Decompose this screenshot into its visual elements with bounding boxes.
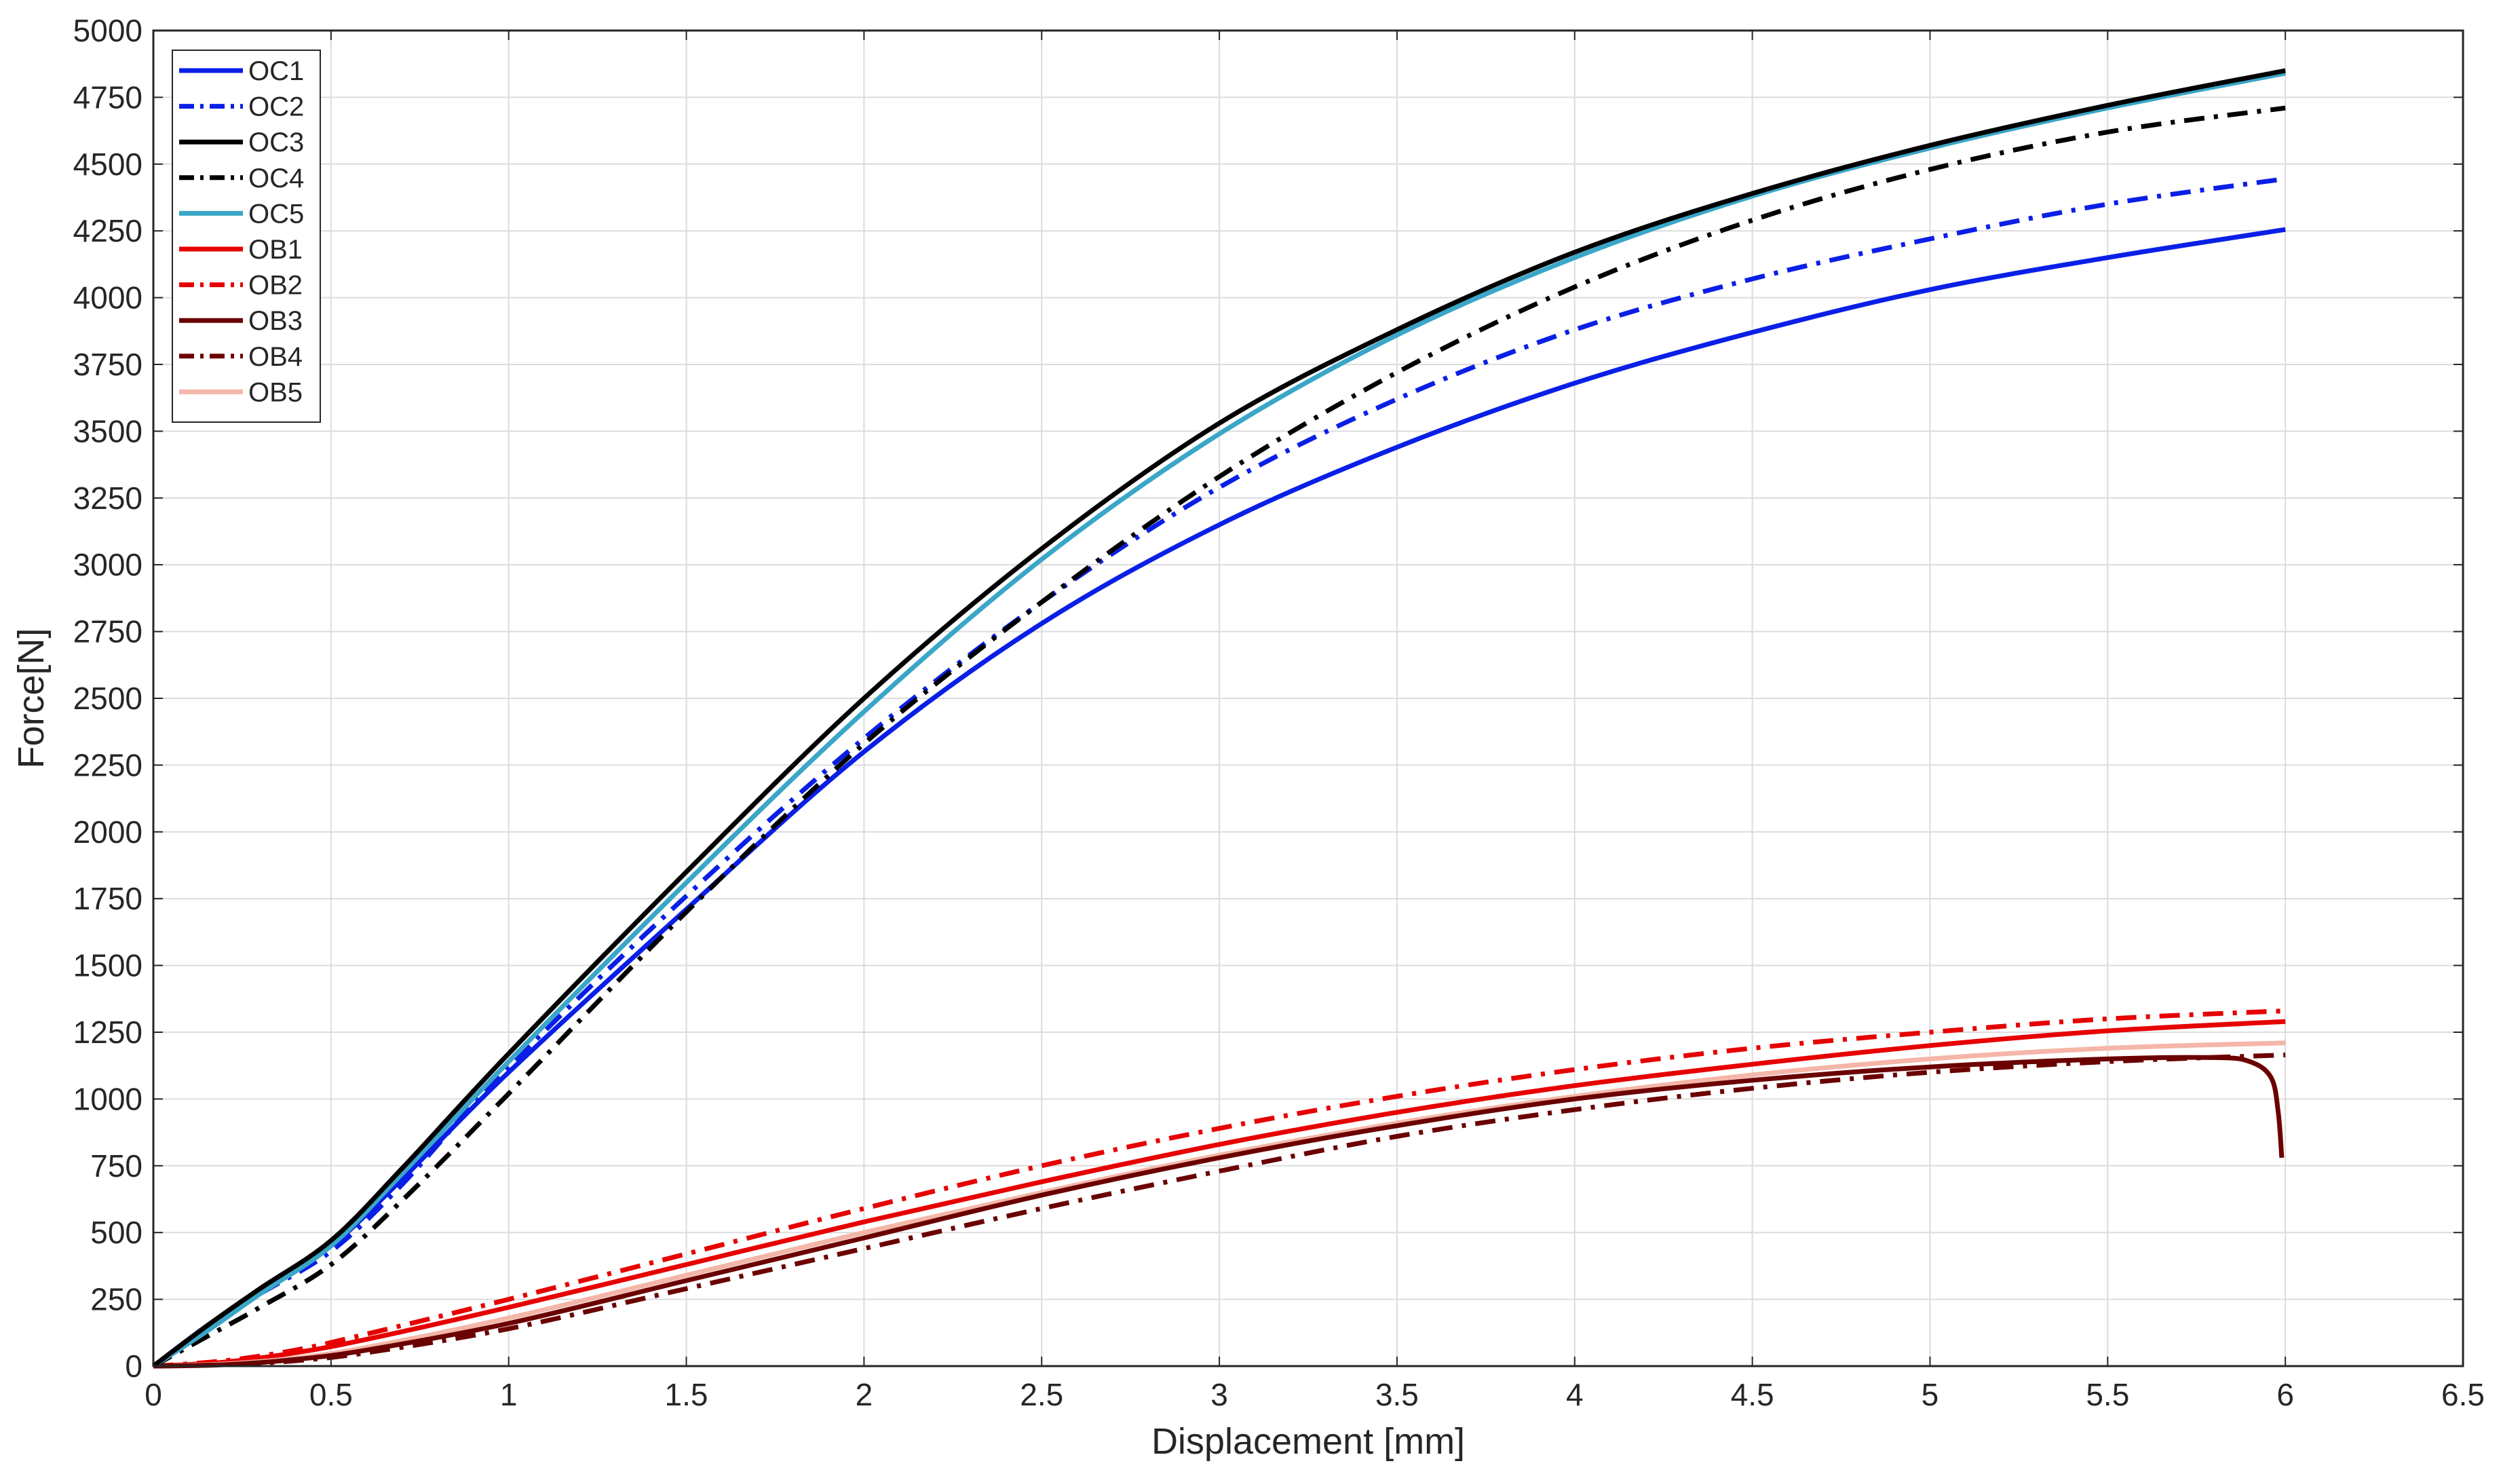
x-tick-label: 1 bbox=[500, 1377, 518, 1412]
legend-entry-oc2: OC2 bbox=[248, 92, 304, 122]
legend-entry-oc3: OC3 bbox=[248, 128, 304, 157]
grid bbox=[153, 31, 2463, 1366]
x-tick-label: 6.5 bbox=[2441, 1377, 2485, 1412]
x-tick-label: 2.5 bbox=[1020, 1377, 1063, 1412]
x-tick-label: 5 bbox=[1922, 1377, 1939, 1412]
series-line-ob3 bbox=[153, 1055, 2285, 1369]
y-tick-label: 250 bbox=[90, 1282, 142, 1317]
y-tick-label: 2500 bbox=[73, 681, 142, 716]
series-layer bbox=[151, 68, 2286, 1369]
y-tick-label: 5000 bbox=[73, 13, 142, 48]
y-tick-label: 3500 bbox=[73, 413, 142, 449]
y-tick-label: 3750 bbox=[73, 347, 142, 382]
y-tick-label: 3250 bbox=[73, 480, 142, 516]
x-tick-label: 3 bbox=[1210, 1377, 1228, 1412]
y-tick-label: 4750 bbox=[73, 79, 142, 115]
x-tick-label: 2 bbox=[856, 1377, 873, 1412]
y-tick-label: 500 bbox=[90, 1215, 142, 1250]
x-tick-label: 0.5 bbox=[309, 1377, 353, 1412]
series-line-oc3 bbox=[151, 68, 2286, 1368]
y-tick-label: 4000 bbox=[73, 280, 142, 316]
y-tick-label: 4250 bbox=[73, 213, 142, 248]
legend-entry-oc5: OC5 bbox=[248, 199, 304, 229]
y-tick-label: 2250 bbox=[73, 747, 142, 782]
y-axis-label: Force[N] bbox=[11, 628, 52, 768]
y-tick-label: 4500 bbox=[73, 147, 142, 182]
legend: OC1 OC2 OC3 OC4 OC5 OB1 OB2 OB3 OB4 OB5 bbox=[172, 50, 321, 423]
series-line-oc4 bbox=[152, 105, 2286, 1369]
x-tick-label: 1.5 bbox=[665, 1377, 708, 1412]
series-line-ob2 bbox=[153, 1008, 2286, 1369]
y-tick-label: 2750 bbox=[73, 614, 142, 649]
x-tick-label: 3.5 bbox=[1375, 1377, 1419, 1412]
x-tick-label: 4 bbox=[1566, 1377, 1584, 1412]
legend-entry-ob3: OB3 bbox=[248, 306, 303, 336]
y-tick-label: 2000 bbox=[73, 814, 142, 850]
legend-box bbox=[172, 50, 321, 423]
legend-entry-ob4: OB4 bbox=[248, 342, 303, 372]
y-tick-label: 0 bbox=[125, 1348, 142, 1384]
x-tick-label: 0 bbox=[145, 1377, 162, 1412]
x-tick-label: 4.5 bbox=[1731, 1377, 1774, 1412]
legend-entry-ob5: OB5 bbox=[248, 377, 303, 407]
legend-entry-oc4: OC4 bbox=[248, 164, 304, 193]
x-axis-label: Displacement [mm] bbox=[1151, 1421, 1465, 1462]
series-line-ob4 bbox=[153, 1053, 2286, 1369]
y-tick-label: 1500 bbox=[73, 948, 142, 983]
series-line-ob5 bbox=[153, 1040, 2286, 1369]
x-tick-label: 5.5 bbox=[2086, 1377, 2129, 1412]
y-tick-label: 3000 bbox=[73, 547, 142, 582]
y-tick-label: 1750 bbox=[73, 881, 142, 916]
y-tick-label: 1000 bbox=[73, 1081, 142, 1116]
legend-entry-ob2: OB2 bbox=[248, 271, 303, 301]
y-tick-label: 750 bbox=[90, 1148, 142, 1184]
tick-labels: 0 0.5 1 1.5 2 2.5 3 3.5 4 4.5 5 5.5 6 6.5 0 250 500 750 10… bbox=[73, 13, 2485, 1412]
legend-entry-oc1: OC1 bbox=[248, 56, 304, 86]
x-tick-label: 6 bbox=[2276, 1377, 2294, 1412]
y-tick-label: 1250 bbox=[73, 1015, 142, 1050]
series-line-oc5 bbox=[152, 71, 2286, 1368]
legend-entry-ob1: OB1 bbox=[248, 235, 303, 265]
series-line-ob1 bbox=[153, 1019, 2286, 1369]
